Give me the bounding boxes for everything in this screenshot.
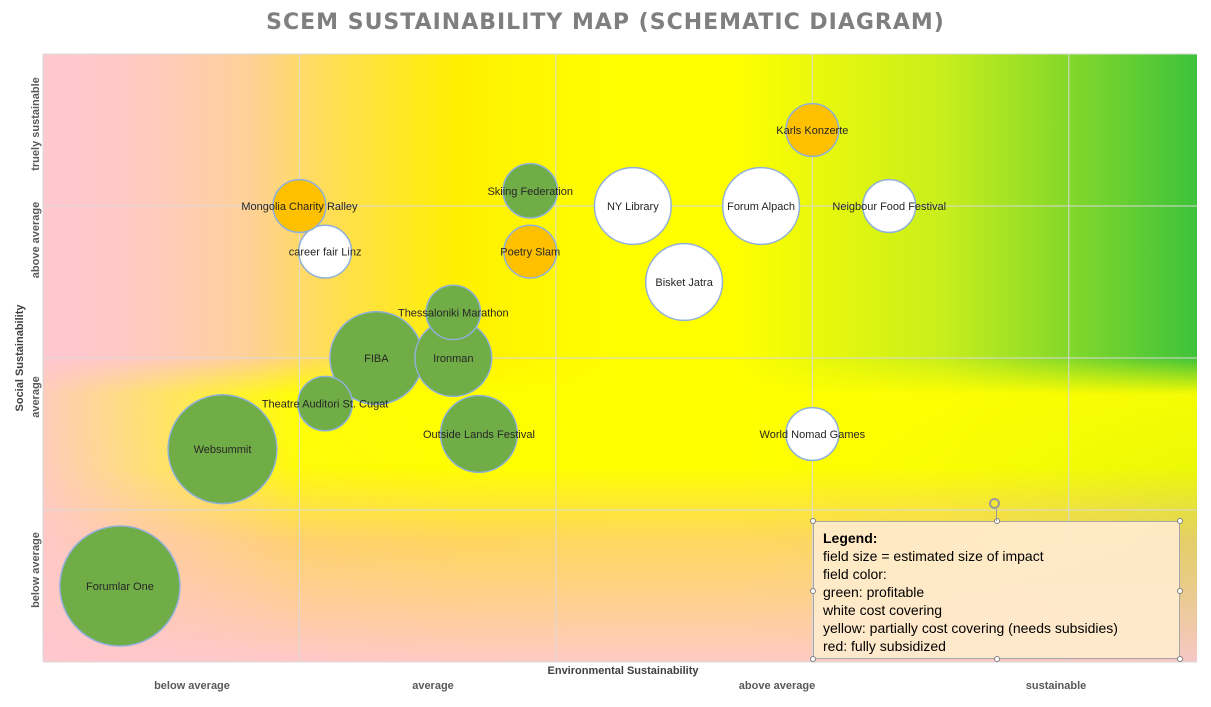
resize-handle[interactable] xyxy=(994,518,1000,524)
bubble-skiing-federation[interactable] xyxy=(502,162,559,219)
legend-line: field size = estimated size of impact xyxy=(823,548,1044,564)
x-tick-label: above average xyxy=(738,680,816,692)
bubble-theatre-auditori-st-cugat[interactable] xyxy=(297,375,354,432)
bubble-label: Forumlar One xyxy=(86,581,154,593)
resize-handle[interactable] xyxy=(1177,518,1183,524)
y-tick-label: truely sustainable xyxy=(30,77,42,171)
resize-handle[interactable] xyxy=(994,656,1000,662)
bubble-label: Karls Konzerte xyxy=(776,125,848,137)
bubble-thessaloniki-marathon[interactable] xyxy=(425,284,482,341)
resize-handle[interactable] xyxy=(810,518,816,524)
resize-handle[interactable] xyxy=(1177,588,1183,594)
bubble-career-fair-linz[interactable] xyxy=(297,224,353,279)
bubble-label: World Nomad Games xyxy=(760,429,866,441)
x-axis-label: Environmental Sustainability xyxy=(547,665,699,677)
y-axis-label: Social Sustainability xyxy=(14,304,26,412)
rotate-handle-stem xyxy=(996,509,997,521)
bubble-bisket-jatra[interactable] xyxy=(644,242,724,322)
bubble-label: NY Library xyxy=(607,201,659,213)
bubble-label: Poetry Slam xyxy=(500,247,560,259)
legend-heading: Legend: xyxy=(823,530,878,546)
bubble-label-layer: Forumlar One Websummit FIBA Ironman Outside … xyxy=(86,125,946,593)
x-tick-label: average xyxy=(412,680,454,692)
bubble-label: Skiing Federation xyxy=(487,186,573,198)
bubble-layer xyxy=(59,102,917,647)
bubble-neigbour-food-festival[interactable] xyxy=(862,178,917,234)
rotate-handle-icon[interactable] xyxy=(989,498,1000,509)
bubble-karls-konzerte[interactable] xyxy=(785,102,840,158)
bubble-world-nomad-games[interactable] xyxy=(785,406,840,462)
bubble-label: FIBA xyxy=(364,353,389,365)
legend-line: field color: xyxy=(823,566,887,582)
bubble-mongolia-charity-ralley[interactable] xyxy=(272,178,327,234)
bubble-label: Forum Alpach xyxy=(727,201,795,213)
resize-handle[interactable] xyxy=(810,656,816,662)
chart-title: SCEM SUSTAINABILITY MAP (SCHEMATIC DIAGR… xyxy=(266,10,945,35)
bubble-poetry-slam[interactable] xyxy=(503,224,558,279)
bubble-label: Bisket Jatra xyxy=(655,277,713,289)
legend-textbox[interactable]: Legend: field size = estimated size of i… xyxy=(813,521,1180,659)
bubble-label: Ironman xyxy=(433,353,473,365)
bubble-label: career fair Linz xyxy=(289,247,362,259)
legend-line: yellow: partially cost covering (needs s… xyxy=(823,620,1118,636)
legend-line: green: profitable xyxy=(823,584,925,600)
x-tick-label: below average xyxy=(154,680,230,692)
y-tick-label: average xyxy=(30,376,42,418)
bubble-forum-alpach[interactable] xyxy=(721,166,801,246)
y-tick-label: above average xyxy=(30,201,42,279)
bubble-label: Thessaloniki Marathon xyxy=(398,307,509,319)
x-tick-label: sustainable xyxy=(1025,680,1087,692)
bubble-label: Mongolia Charity Ralley xyxy=(241,201,358,213)
bubble-forumlar-one[interactable] xyxy=(59,525,181,647)
bubble-label: Theatre Auditori St. Cugat xyxy=(262,399,389,411)
legend-line: red: fully subsidized xyxy=(823,638,946,654)
resize-handle[interactable] xyxy=(1177,656,1183,662)
y-tick-label: below average xyxy=(30,532,42,608)
bubble-label: Outside Lands Festival xyxy=(423,429,535,441)
bubble-ny-library[interactable] xyxy=(593,166,672,246)
bubble-outside-lands-festival[interactable] xyxy=(439,394,519,474)
resize-handle[interactable] xyxy=(810,588,816,594)
gridlines xyxy=(42,53,1197,663)
bubble-label: Neigbour Food Festival xyxy=(832,201,946,213)
bubble-websummit[interactable] xyxy=(167,394,278,505)
legend-line: white cost covering xyxy=(823,602,943,618)
bubble-label: Websummit xyxy=(194,444,252,456)
